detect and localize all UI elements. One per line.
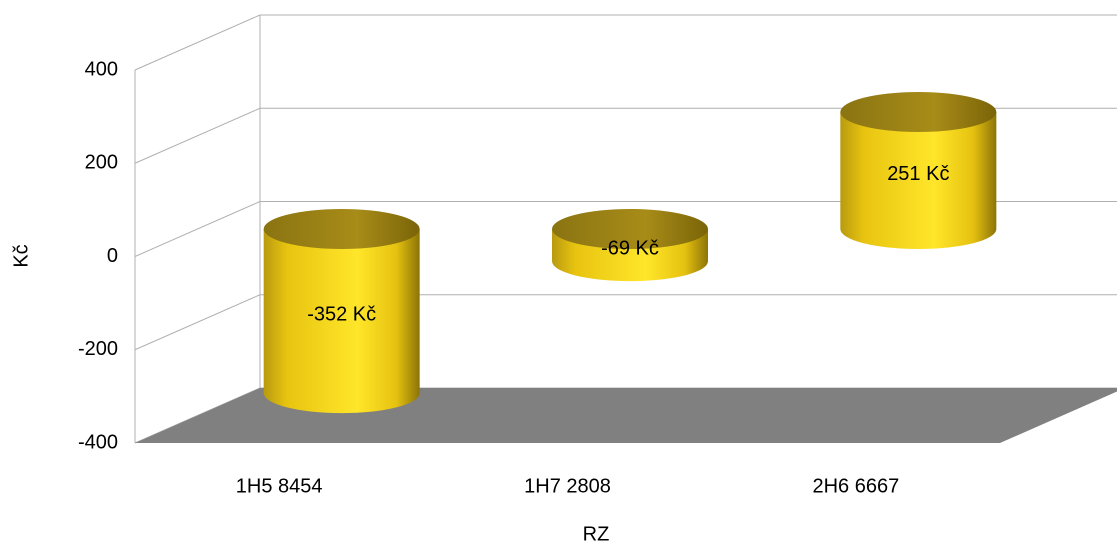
- data-label: 251 Kč: [887, 163, 949, 185]
- x-tick-label: 2H6 6667: [812, 475, 899, 497]
- bar-top: [840, 91, 997, 132]
- bar: [552, 209, 708, 282]
- grid-line: [134, 14, 261, 71]
- bar-top: [263, 209, 420, 249]
- y-tick-label: 200: [85, 152, 118, 174]
- y-tick-label: 400: [85, 58, 118, 80]
- bar-body: [263, 229, 420, 414]
- y-tick-label: 0: [107, 245, 118, 267]
- x-tick-label: 1H5 8454: [236, 475, 323, 497]
- grid-line: [134, 201, 261, 257]
- x-tick-label: 1H7 2808: [524, 475, 611, 497]
- x-axis-title: RZ: [583, 523, 610, 543]
- y-tick-label: -200: [78, 338, 118, 360]
- grid-line: [134, 107, 261, 164]
- grid-line: [134, 294, 261, 351]
- bar-body: [840, 111, 997, 249]
- data-label: -352 Kč: [307, 303, 376, 325]
- y-tick-label: -400: [78, 431, 118, 453]
- data-label: -69 Kč: [601, 237, 659, 259]
- bar: [840, 91, 997, 249]
- y-axis-title: Kč: [10, 244, 32, 267]
- bar-top: [552, 209, 708, 249]
- bar: [263, 209, 420, 414]
